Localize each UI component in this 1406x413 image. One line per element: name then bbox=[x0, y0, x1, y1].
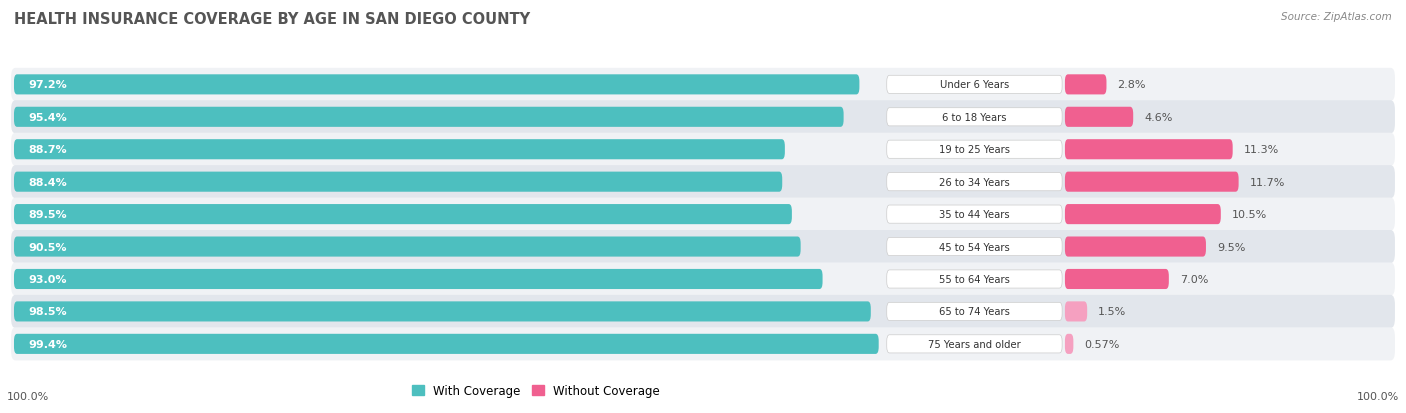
FancyBboxPatch shape bbox=[887, 109, 1062, 126]
Text: 26 to 34 Years: 26 to 34 Years bbox=[939, 177, 1010, 187]
FancyBboxPatch shape bbox=[887, 303, 1062, 321]
FancyBboxPatch shape bbox=[1064, 237, 1206, 257]
FancyBboxPatch shape bbox=[11, 230, 1395, 263]
FancyBboxPatch shape bbox=[887, 141, 1062, 159]
Text: 4.6%: 4.6% bbox=[1144, 112, 1173, 123]
Text: 98.5%: 98.5% bbox=[28, 307, 66, 317]
FancyBboxPatch shape bbox=[887, 270, 1062, 288]
Text: 95.4%: 95.4% bbox=[28, 112, 66, 123]
FancyBboxPatch shape bbox=[1064, 334, 1073, 354]
Text: 75 Years and older: 75 Years and older bbox=[928, 339, 1021, 349]
Text: 11.3%: 11.3% bbox=[1244, 145, 1279, 155]
Text: Under 6 Years: Under 6 Years bbox=[939, 80, 1010, 90]
Text: 10.5%: 10.5% bbox=[1232, 210, 1267, 220]
Text: 89.5%: 89.5% bbox=[28, 210, 66, 220]
Text: 6 to 18 Years: 6 to 18 Years bbox=[942, 112, 1007, 123]
FancyBboxPatch shape bbox=[14, 172, 782, 192]
Text: 45 to 54 Years: 45 to 54 Years bbox=[939, 242, 1010, 252]
FancyBboxPatch shape bbox=[887, 173, 1062, 191]
FancyBboxPatch shape bbox=[14, 301, 870, 322]
Text: 35 to 44 Years: 35 to 44 Years bbox=[939, 210, 1010, 220]
Text: Source: ZipAtlas.com: Source: ZipAtlas.com bbox=[1281, 12, 1392, 22]
FancyBboxPatch shape bbox=[1064, 269, 1168, 290]
FancyBboxPatch shape bbox=[14, 140, 785, 160]
Text: 2.8%: 2.8% bbox=[1118, 80, 1146, 90]
Text: 55 to 64 Years: 55 to 64 Years bbox=[939, 274, 1010, 284]
FancyBboxPatch shape bbox=[887, 335, 1062, 353]
Text: 100.0%: 100.0% bbox=[7, 391, 49, 401]
Text: 65 to 74 Years: 65 to 74 Years bbox=[939, 307, 1010, 317]
FancyBboxPatch shape bbox=[11, 101, 1395, 134]
FancyBboxPatch shape bbox=[11, 69, 1395, 102]
Legend: With Coverage, Without Coverage: With Coverage, Without Coverage bbox=[406, 379, 665, 401]
FancyBboxPatch shape bbox=[11, 198, 1395, 231]
FancyBboxPatch shape bbox=[11, 295, 1395, 328]
Text: 7.0%: 7.0% bbox=[1180, 274, 1208, 284]
FancyBboxPatch shape bbox=[11, 328, 1395, 361]
FancyBboxPatch shape bbox=[14, 107, 844, 128]
Text: 90.5%: 90.5% bbox=[28, 242, 66, 252]
FancyBboxPatch shape bbox=[11, 166, 1395, 199]
FancyBboxPatch shape bbox=[1064, 301, 1087, 322]
Text: 93.0%: 93.0% bbox=[28, 274, 66, 284]
Text: 11.7%: 11.7% bbox=[1250, 177, 1285, 187]
FancyBboxPatch shape bbox=[14, 75, 859, 95]
FancyBboxPatch shape bbox=[1064, 204, 1220, 225]
Text: 88.4%: 88.4% bbox=[28, 177, 66, 187]
FancyBboxPatch shape bbox=[1064, 172, 1239, 192]
Text: 97.2%: 97.2% bbox=[28, 80, 66, 90]
Text: 1.5%: 1.5% bbox=[1098, 307, 1126, 317]
FancyBboxPatch shape bbox=[1064, 107, 1133, 128]
Text: HEALTH INSURANCE COVERAGE BY AGE IN SAN DIEGO COUNTY: HEALTH INSURANCE COVERAGE BY AGE IN SAN … bbox=[14, 12, 530, 27]
Text: 100.0%: 100.0% bbox=[1357, 391, 1399, 401]
FancyBboxPatch shape bbox=[14, 237, 800, 257]
FancyBboxPatch shape bbox=[887, 238, 1062, 256]
FancyBboxPatch shape bbox=[1064, 140, 1233, 160]
Text: 88.7%: 88.7% bbox=[28, 145, 66, 155]
FancyBboxPatch shape bbox=[1064, 75, 1107, 95]
Text: 19 to 25 Years: 19 to 25 Years bbox=[939, 145, 1010, 155]
FancyBboxPatch shape bbox=[14, 269, 823, 290]
Text: 9.5%: 9.5% bbox=[1218, 242, 1246, 252]
FancyBboxPatch shape bbox=[14, 334, 879, 354]
FancyBboxPatch shape bbox=[11, 133, 1395, 166]
Text: 99.4%: 99.4% bbox=[28, 339, 67, 349]
FancyBboxPatch shape bbox=[14, 204, 792, 225]
Text: 0.57%: 0.57% bbox=[1084, 339, 1119, 349]
FancyBboxPatch shape bbox=[887, 206, 1062, 224]
FancyBboxPatch shape bbox=[887, 76, 1062, 94]
FancyBboxPatch shape bbox=[11, 263, 1395, 296]
